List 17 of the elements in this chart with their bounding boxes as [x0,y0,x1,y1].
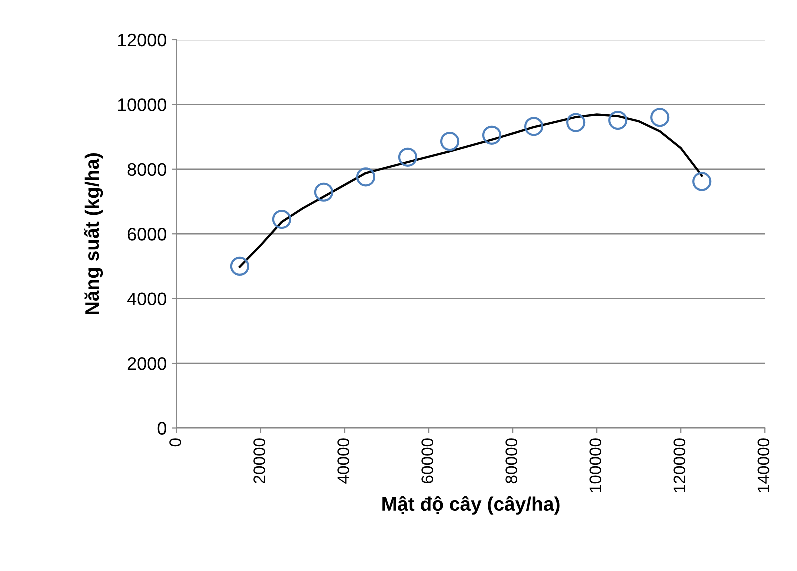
y-tick-label: 12000 [118,34,167,47]
x-tick-label: 140000 [758,438,770,492]
x-tick-label: 60000 [422,438,434,484]
y-axis-title: Năng suất (kg/ha) [84,154,104,314]
y-tick-label: 6000 [128,228,167,241]
y-tick-label: 10000 [118,98,167,112]
x-tick-label: 20000 [254,438,266,484]
x-tick-label: 80000 [506,438,518,484]
x-tick-label: 100000 [590,438,602,492]
y-tick-label: 0 [158,422,167,435]
x-tick-label: 0 [170,438,182,447]
y-tick-label: 8000 [128,163,167,176]
x-tick-label: 40000 [338,438,350,484]
y-tick-label: 2000 [128,357,167,370]
x-tick-label: 120000 [674,438,686,492]
y-tick-label: 4000 [127,292,167,306]
x-axis-title: Mật độ cây (cây/ha) [382,496,560,515]
